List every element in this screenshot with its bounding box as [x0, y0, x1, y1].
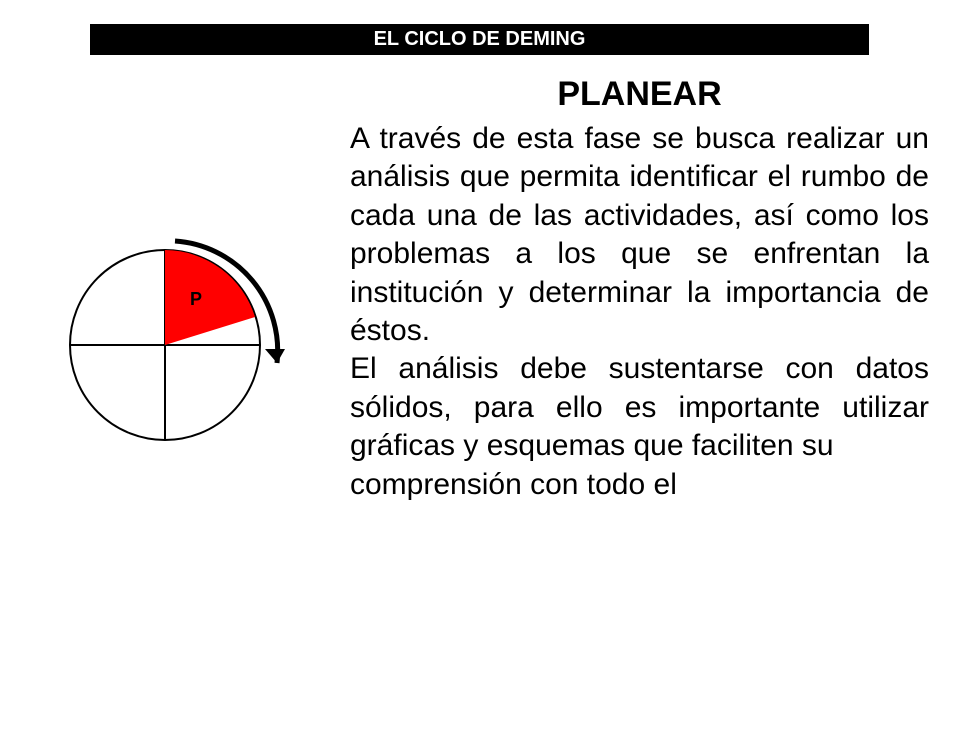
deming-cycle-diagram: P	[55, 225, 315, 465]
diagram-column: P	[20, 75, 350, 504]
paragraph-2: El análisis debe sustentarse con datos s…	[350, 352, 929, 462]
section-heading: PLANEAR	[350, 75, 929, 114]
body-text: A través de esta fase se busca realizar …	[350, 120, 929, 504]
content-row: P PLANEAR A través de esta fase se busca…	[0, 75, 959, 504]
header-bar: EL CICLO DE DEMING	[90, 24, 869, 55]
header-title: EL CICLO DE DEMING	[374, 28, 586, 50]
paragraph-3-cut: comprensión con todo el	[350, 468, 677, 501]
paragraph-1: A través de esta fase se busca realizar …	[350, 122, 929, 347]
quadrant-label: P	[190, 289, 202, 309]
text-column: PLANEAR A través de esta fase se busca r…	[350, 75, 929, 504]
